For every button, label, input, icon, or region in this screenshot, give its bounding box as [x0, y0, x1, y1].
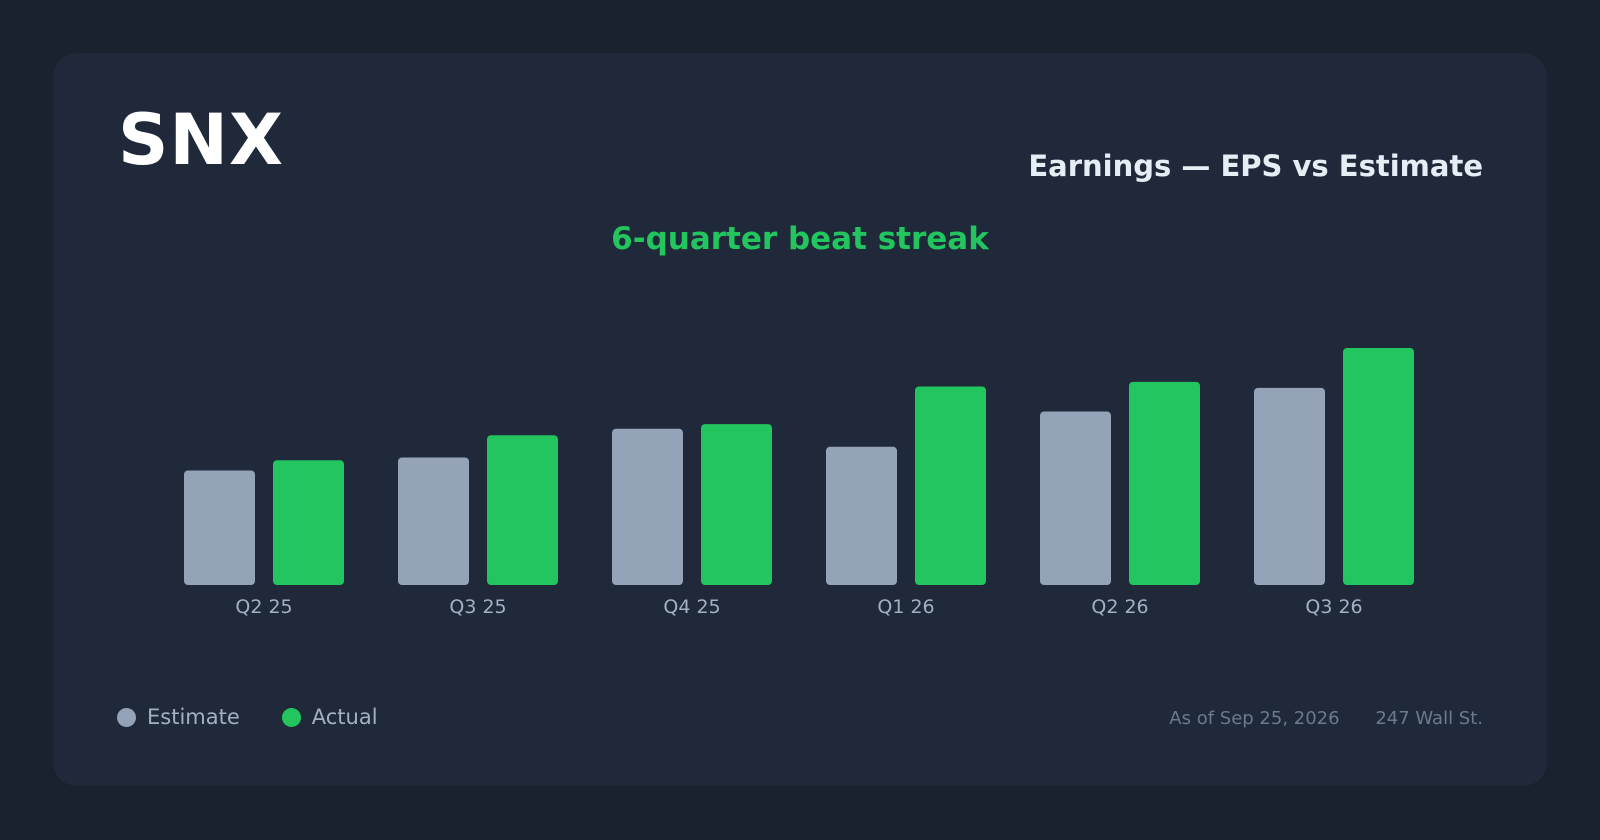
chart-subtitle: 6-quarter beat streak [611, 221, 989, 257]
legend-item-actual: Actual [281, 705, 378, 729]
eps-bar-chart: Q2 25 Q3 25 Q4 25 Q1 26 Q2 26 Q3 26 [184, 348, 1414, 618]
x-tick-label: Q3 26 [1305, 596, 1362, 618]
x-tick-label: Q1 26 [877, 596, 934, 618]
legend-swatch-estimate [117, 707, 136, 727]
legend-label-estimate: Estimate [147, 705, 240, 729]
x-tick-label: Q3 25 [449, 596, 506, 618]
legend-label-actual: Actual [311, 705, 378, 729]
bar-actual-q3-26 [1343, 348, 1414, 585]
bar-estimate-q3-26 [1254, 387, 1325, 585]
ticker-symbol: SNX [118, 99, 284, 181]
bar-estimate-q4-25 [612, 428, 683, 585]
legend-item-estimate: Estimate [117, 705, 240, 729]
bar-actual-q1-26 [915, 386, 986, 585]
legend-swatch-actual [281, 707, 301, 727]
bar-estimate-q1-26 [826, 446, 897, 585]
source-credit: 247 Wall St. [1375, 708, 1483, 729]
chart-title: Earnings — EPS vs Estimate [1028, 149, 1483, 183]
chart-footer: As of Sep 25, 2026 247 Wall St. [1169, 708, 1483, 729]
x-tick-label: Q2 26 [1091, 596, 1148, 618]
x-tick-label: Q2 25 [235, 596, 292, 618]
bar-estimate-q3-25 [398, 457, 469, 585]
as-of-date: As of Sep 25, 2026 [1169, 708, 1340, 729]
bar-estimate-q2-26 [1040, 411, 1111, 585]
bar-actual-q2-26 [1129, 381, 1200, 585]
chart-legend: Estimate Actual [117, 705, 420, 729]
bar-actual-q4-25 [701, 424, 772, 585]
bar-actual-q3-25 [487, 435, 558, 585]
bar-estimate-q2-25 [184, 470, 255, 585]
bar-actual-q2-25 [273, 460, 344, 585]
x-tick-label: Q4 25 [663, 596, 720, 618]
earnings-card: SNX Earnings — EPS vs Estimate 6-quarter… [53, 53, 1547, 786]
